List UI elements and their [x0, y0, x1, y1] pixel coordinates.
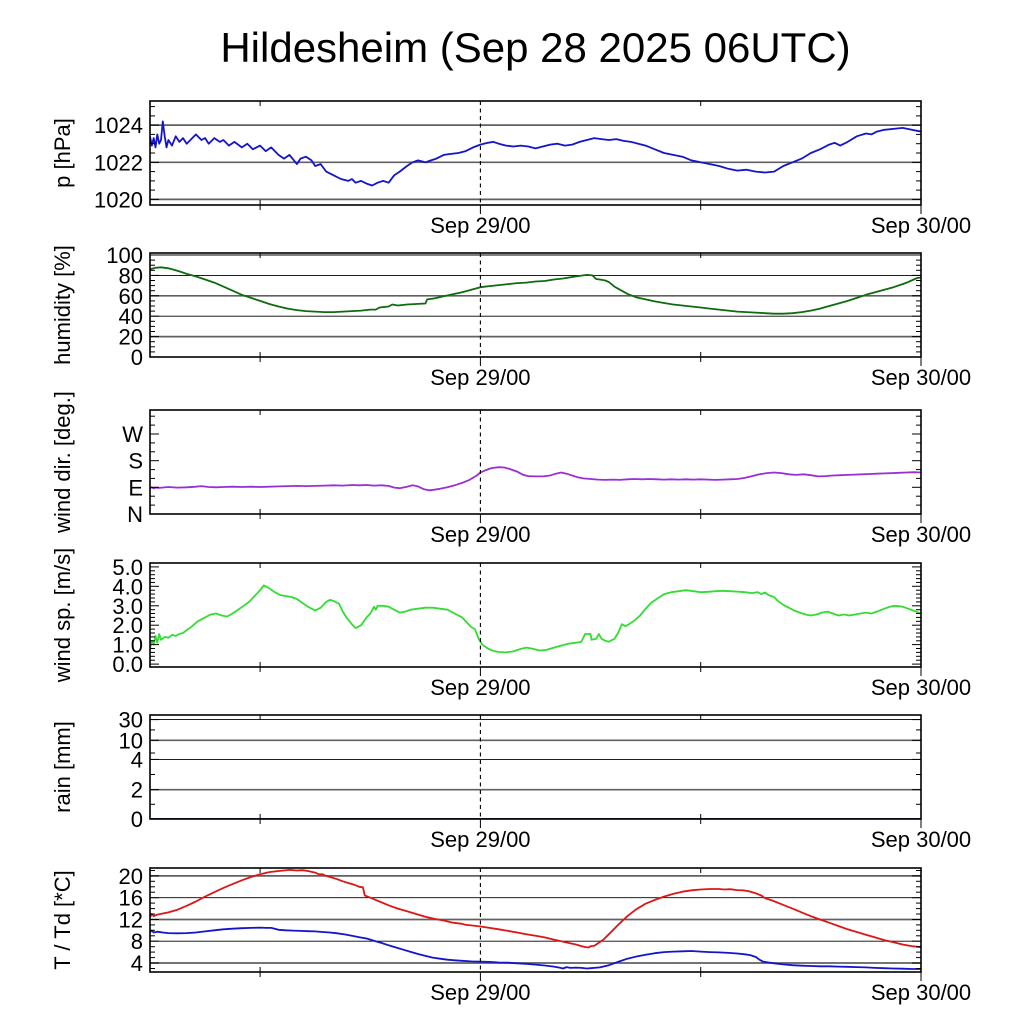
x-tick-label: Sep 29/00	[430, 675, 530, 700]
svg-text:E: E	[128, 475, 143, 500]
svg-text:100: 100	[106, 243, 143, 268]
x-tick-label: Sep 29/00	[430, 522, 530, 547]
svg-text:S: S	[128, 449, 143, 474]
x-tick-label: Sep 29/00	[430, 213, 530, 238]
svg-text:80: 80	[119, 263, 143, 288]
panel-pressure: 1020 1022 1024 Sep 29/00 Sep 30/00 p [hPa]	[50, 100, 971, 238]
y-axis-label: rain [mm]	[50, 721, 75, 813]
x-tick-label: Sep 29/00	[430, 365, 530, 390]
series-pressure	[150, 120, 921, 187]
y-axis-label: wind sp. [m/s]	[50, 548, 75, 683]
svg-text:1024: 1024	[94, 113, 143, 138]
svg-text:20: 20	[119, 325, 143, 350]
svg-text:8: 8	[131, 929, 143, 954]
svg-text:3.0: 3.0	[112, 594, 143, 619]
x-tick-label: Sep 30/00	[871, 213, 971, 238]
series-temperature	[150, 869, 921, 949]
y-axis-label: p [hPa]	[50, 118, 75, 188]
series-wind-speed	[150, 584, 921, 654]
svg-text:1022: 1022	[94, 150, 143, 175]
series-dewpoint	[150, 926, 921, 970]
svg-text:0: 0	[131, 807, 143, 832]
x-tick-label: Sep 30/00	[871, 980, 971, 1005]
x-tick-label: Sep 30/00	[871, 522, 971, 547]
svg-text:40: 40	[119, 304, 143, 329]
x-tick-label: Sep 30/00	[871, 365, 971, 390]
chart-title: Hildesheim (Sep 28 2025 06UTC)	[220, 24, 851, 71]
y-axis-label: T / Td [*C]	[50, 870, 75, 969]
svg-text:4.0: 4.0	[112, 574, 143, 599]
svg-text:4: 4	[131, 951, 143, 976]
svg-text:0: 0	[131, 345, 143, 370]
x-tick-label: Sep 30/00	[871, 827, 971, 852]
x-tick-label: Sep 29/00	[430, 827, 530, 852]
panel-wind-speed: 0.01.02.03.04.05.0 Sep 29/00 Sep 30/00 wind…	[50, 548, 971, 700]
svg-text:1020: 1020	[94, 187, 143, 212]
x-tick-label: Sep 29/00	[430, 980, 530, 1005]
svg-text:5.0: 5.0	[112, 555, 143, 580]
series-humidity	[150, 266, 921, 315]
svg-text:2: 2	[131, 778, 143, 803]
svg-text:60: 60	[119, 284, 143, 309]
y-axis-label: humidity [%]	[50, 245, 75, 365]
svg-text:W: W	[122, 422, 143, 447]
svg-text:10: 10	[119, 728, 143, 753]
svg-text:4: 4	[131, 747, 143, 772]
svg-text:0.0: 0.0	[112, 652, 143, 677]
svg-text:2.0: 2.0	[112, 613, 143, 638]
svg-text:20: 20	[119, 864, 143, 889]
svg-text:N: N	[127, 502, 143, 527]
svg-text:1.0: 1.0	[112, 633, 143, 658]
svg-text:16: 16	[119, 886, 143, 911]
svg-text:30: 30	[119, 708, 143, 733]
series-wind-direction	[150, 466, 921, 492]
y-axis-label: wind dir. [deg.]	[50, 391, 75, 534]
x-tick-label: Sep 30/00	[871, 675, 971, 700]
svg-text:12: 12	[119, 908, 143, 933]
